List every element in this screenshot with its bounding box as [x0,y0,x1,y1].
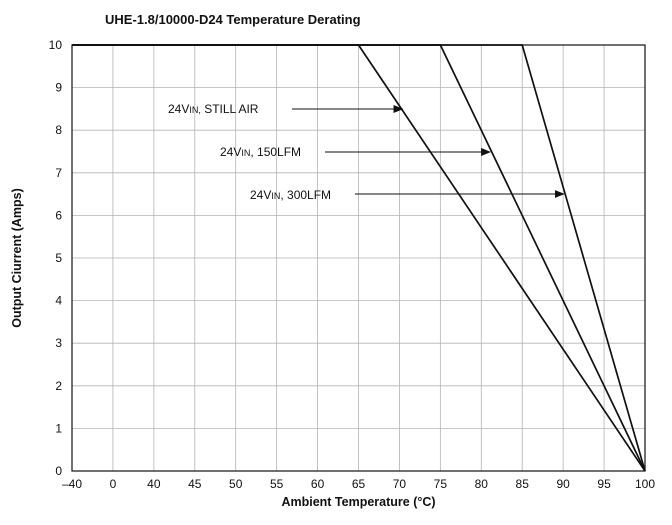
y-tick-label: 5 [55,251,62,265]
x-axis-label: Ambient Temperature (°C) [281,495,435,509]
y-tick-label: 8 [55,123,62,137]
chart-title: UHE-1.8/10000-D24 Temperature Derating [105,12,361,27]
y-tick-labels: 0 1 2 3 4 5 6 7 8 9 10 [49,38,63,478]
y-axis-label: Output Ciurrent (Amps) [10,188,24,328]
y-tick-label: 9 [55,81,62,95]
y-tick-label: 0 [55,464,62,478]
x-tick-label: 40 [147,477,161,491]
x-tick-label: 70 [393,477,407,491]
x-tick-label: 45 [188,477,202,491]
x-tick-label: 55 [270,477,284,491]
x-tick-label: –40 [62,477,82,491]
y-tick-label: 4 [55,294,62,308]
y-tick-label: 7 [55,166,62,180]
y-tick-label: 2 [55,379,62,393]
x-tick-label: 60 [311,477,325,491]
y-tick-label: 10 [49,38,63,52]
x-tick-labels: –40 0 40 45 50 55 60 65 70 75 80 85 90 95 100 [62,477,655,491]
x-tick-label: 50 [229,477,243,491]
y-tick-label: 3 [55,336,62,350]
series-annotations: 24VIN, STILL AIR 24VIN, 150LFM 24VIN, 300L… [168,102,565,202]
x-tick-label: 90 [556,477,570,491]
x-tick-label: 80 [475,477,489,491]
x-tick-label: 75 [434,477,448,491]
x-tick-label: 95 [597,477,611,491]
plot-frame [71,44,646,472]
y-tick-label: 1 [55,421,62,435]
x-tick-label: 100 [635,477,655,491]
x-tick-label: 65 [352,477,366,491]
x-tick-label: 0 [110,477,117,491]
x-tick-label: 85 [516,477,530,491]
series-label-2: 24VIN, 150LFM [220,145,301,159]
series-label-1: 24VIN, STILL AIR [168,102,259,116]
y-tick-label: 6 [55,208,62,222]
series-label-3: 24VIN, 300LFM [250,188,331,202]
grid-lines [72,45,645,471]
